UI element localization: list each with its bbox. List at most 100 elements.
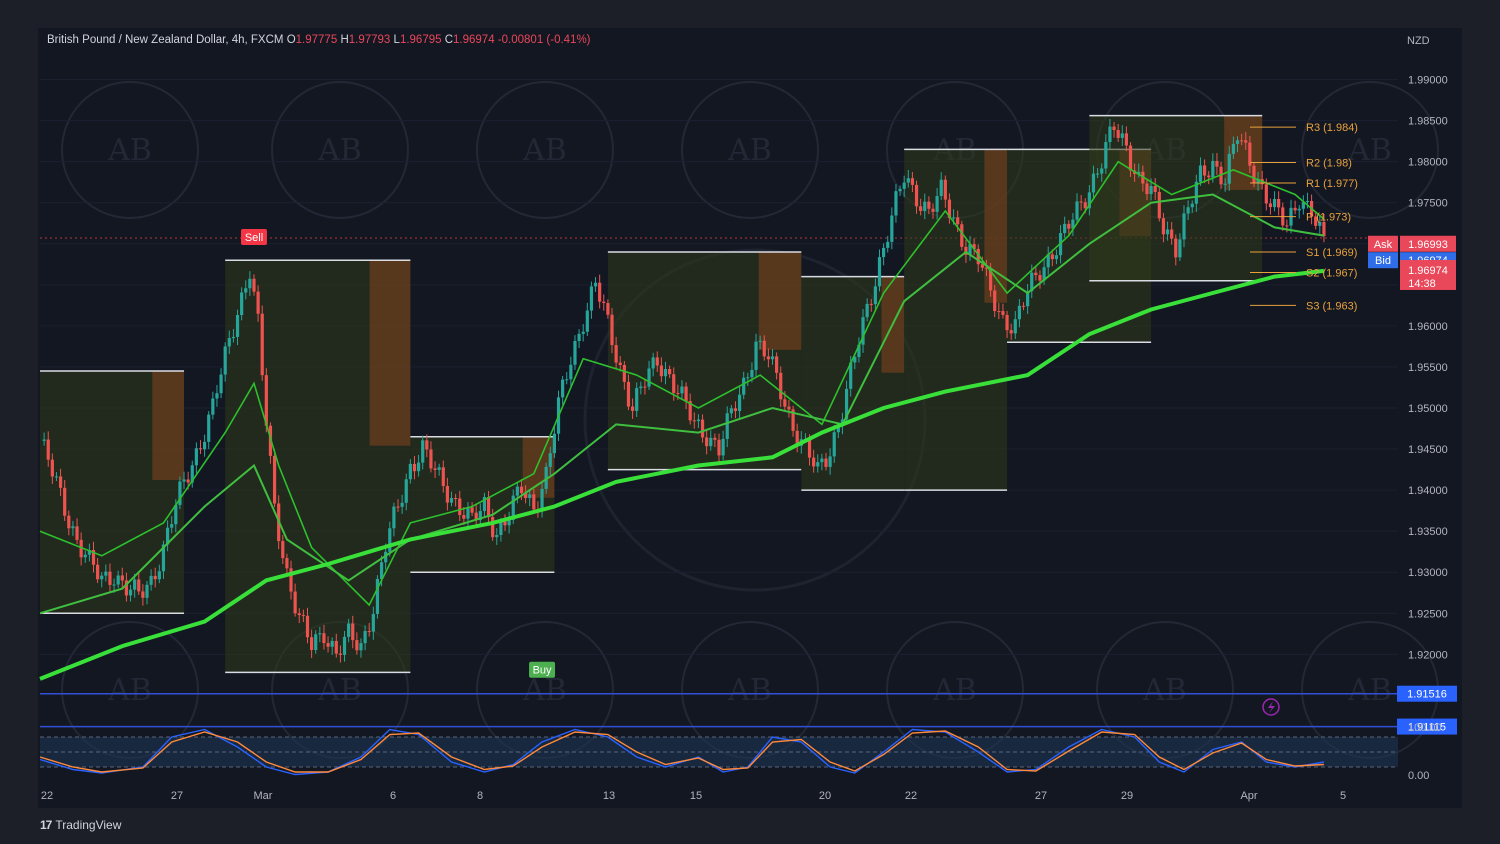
watermark-seal-letters: AB [1347, 133, 1392, 168]
signal-badge [529, 661, 556, 678]
candle-body [46, 439, 50, 460]
time-tick: 15 [690, 790, 702, 802]
candle-body [347, 623, 351, 637]
candle-body [120, 575, 124, 581]
candle-body [58, 476, 63, 488]
candle-body [1145, 183, 1149, 195]
candle-body [659, 365, 663, 377]
candle-body [976, 248, 980, 265]
candle-body [388, 528, 392, 552]
countdown: 14:38 [1408, 278, 1436, 290]
candle-body [272, 455, 277, 504]
alert-icon[interactable] [1262, 698, 1280, 716]
candle-body [943, 179, 947, 200]
candle-body [561, 379, 565, 398]
symbol-header: British Pound / New Zealand Dollar, 4h, … [47, 34, 591, 46]
candle-body [1009, 330, 1013, 334]
candle-body [67, 515, 71, 529]
candle-body [375, 578, 380, 614]
candle-body [1100, 168, 1104, 174]
candle-body [486, 497, 491, 518]
candle-body [1186, 207, 1190, 214]
candle-body [495, 534, 499, 538]
price-tag-value: 1.96993 [1408, 239, 1448, 251]
candle-body [519, 486, 524, 494]
candle-body [593, 282, 598, 287]
candle-body [857, 344, 861, 357]
candle-body [71, 526, 75, 529]
candle-body [351, 623, 355, 641]
candle-body [783, 399, 787, 407]
candle-body [1305, 200, 1310, 202]
candle-body [1017, 305, 1022, 320]
candle-body [692, 420, 696, 422]
horizontal-line-tag [1397, 685, 1457, 702]
candle-body [441, 467, 445, 487]
candle-body [252, 278, 256, 292]
candle-body [869, 303, 873, 305]
candle-body [165, 527, 170, 545]
candle-body [408, 463, 412, 480]
candle-body [511, 495, 515, 520]
candle-body [194, 448, 198, 466]
brand-name: TradingView [55, 818, 122, 832]
candle-body [466, 507, 470, 519]
close-value: 1.96974 [453, 34, 495, 46]
candle-body [240, 292, 244, 316]
stochastic-tick-bottom: 0.00 [1408, 770, 1429, 782]
candle-body [898, 188, 902, 192]
candle-body [972, 244, 976, 249]
candle-body [762, 340, 766, 357]
signal-label: Buy [533, 665, 552, 677]
candle-body [108, 571, 112, 585]
candle-body [137, 579, 141, 592]
candle-body [203, 441, 207, 450]
candle-body [1128, 145, 1133, 171]
candle-body [1248, 142, 1252, 166]
candle-body [1231, 143, 1235, 154]
candle-body [585, 310, 589, 332]
watermark-seal-letters: AB [317, 133, 362, 168]
candle-body [1202, 165, 1207, 176]
candle-body [367, 631, 371, 633]
tradingview-logo[interactable]: 17 TradingView [40, 818, 121, 832]
candle-body [63, 487, 67, 516]
candle-body [215, 393, 219, 399]
candle-body [737, 394, 742, 412]
candle-body [75, 526, 79, 540]
candle-body [787, 406, 791, 410]
watermark-seal-letters: AB [1347, 673, 1392, 708]
candle-body [630, 406, 635, 411]
candle-body [87, 550, 91, 555]
candle-body [305, 615, 310, 638]
candle-body [544, 466, 548, 489]
time-tick: 27 [171, 790, 183, 802]
candle-body [161, 544, 166, 572]
price-tag-name: Ask [1374, 239, 1393, 251]
candle-body [589, 286, 594, 311]
watermark-seal-letters: AB [932, 673, 977, 708]
candle-body [573, 340, 577, 365]
candle-body [371, 613, 375, 632]
sma-bold-line [39, 268, 1325, 681]
candle-body [1318, 221, 1322, 226]
candle-body [182, 479, 186, 482]
candle-body [1293, 207, 1297, 211]
candle-body [865, 303, 869, 318]
candle-body [100, 575, 104, 580]
candle-body [396, 506, 400, 508]
time-tick: 22 [905, 790, 917, 802]
candle-body [647, 368, 651, 387]
candle-body [54, 476, 59, 478]
candle-body [1046, 254, 1050, 268]
symbol-title[interactable]: British Pound / New Zealand Dollar, 4h, … [47, 34, 284, 46]
candle-body [235, 315, 240, 337]
candle-body [606, 303, 610, 315]
candle-body [993, 290, 997, 312]
price-tick: 1.93500 [1408, 526, 1448, 538]
time-tick: Mar [254, 790, 273, 802]
candle-body [1285, 225, 1289, 227]
range-box-supply [758, 251, 802, 350]
candle-body [1120, 133, 1124, 138]
